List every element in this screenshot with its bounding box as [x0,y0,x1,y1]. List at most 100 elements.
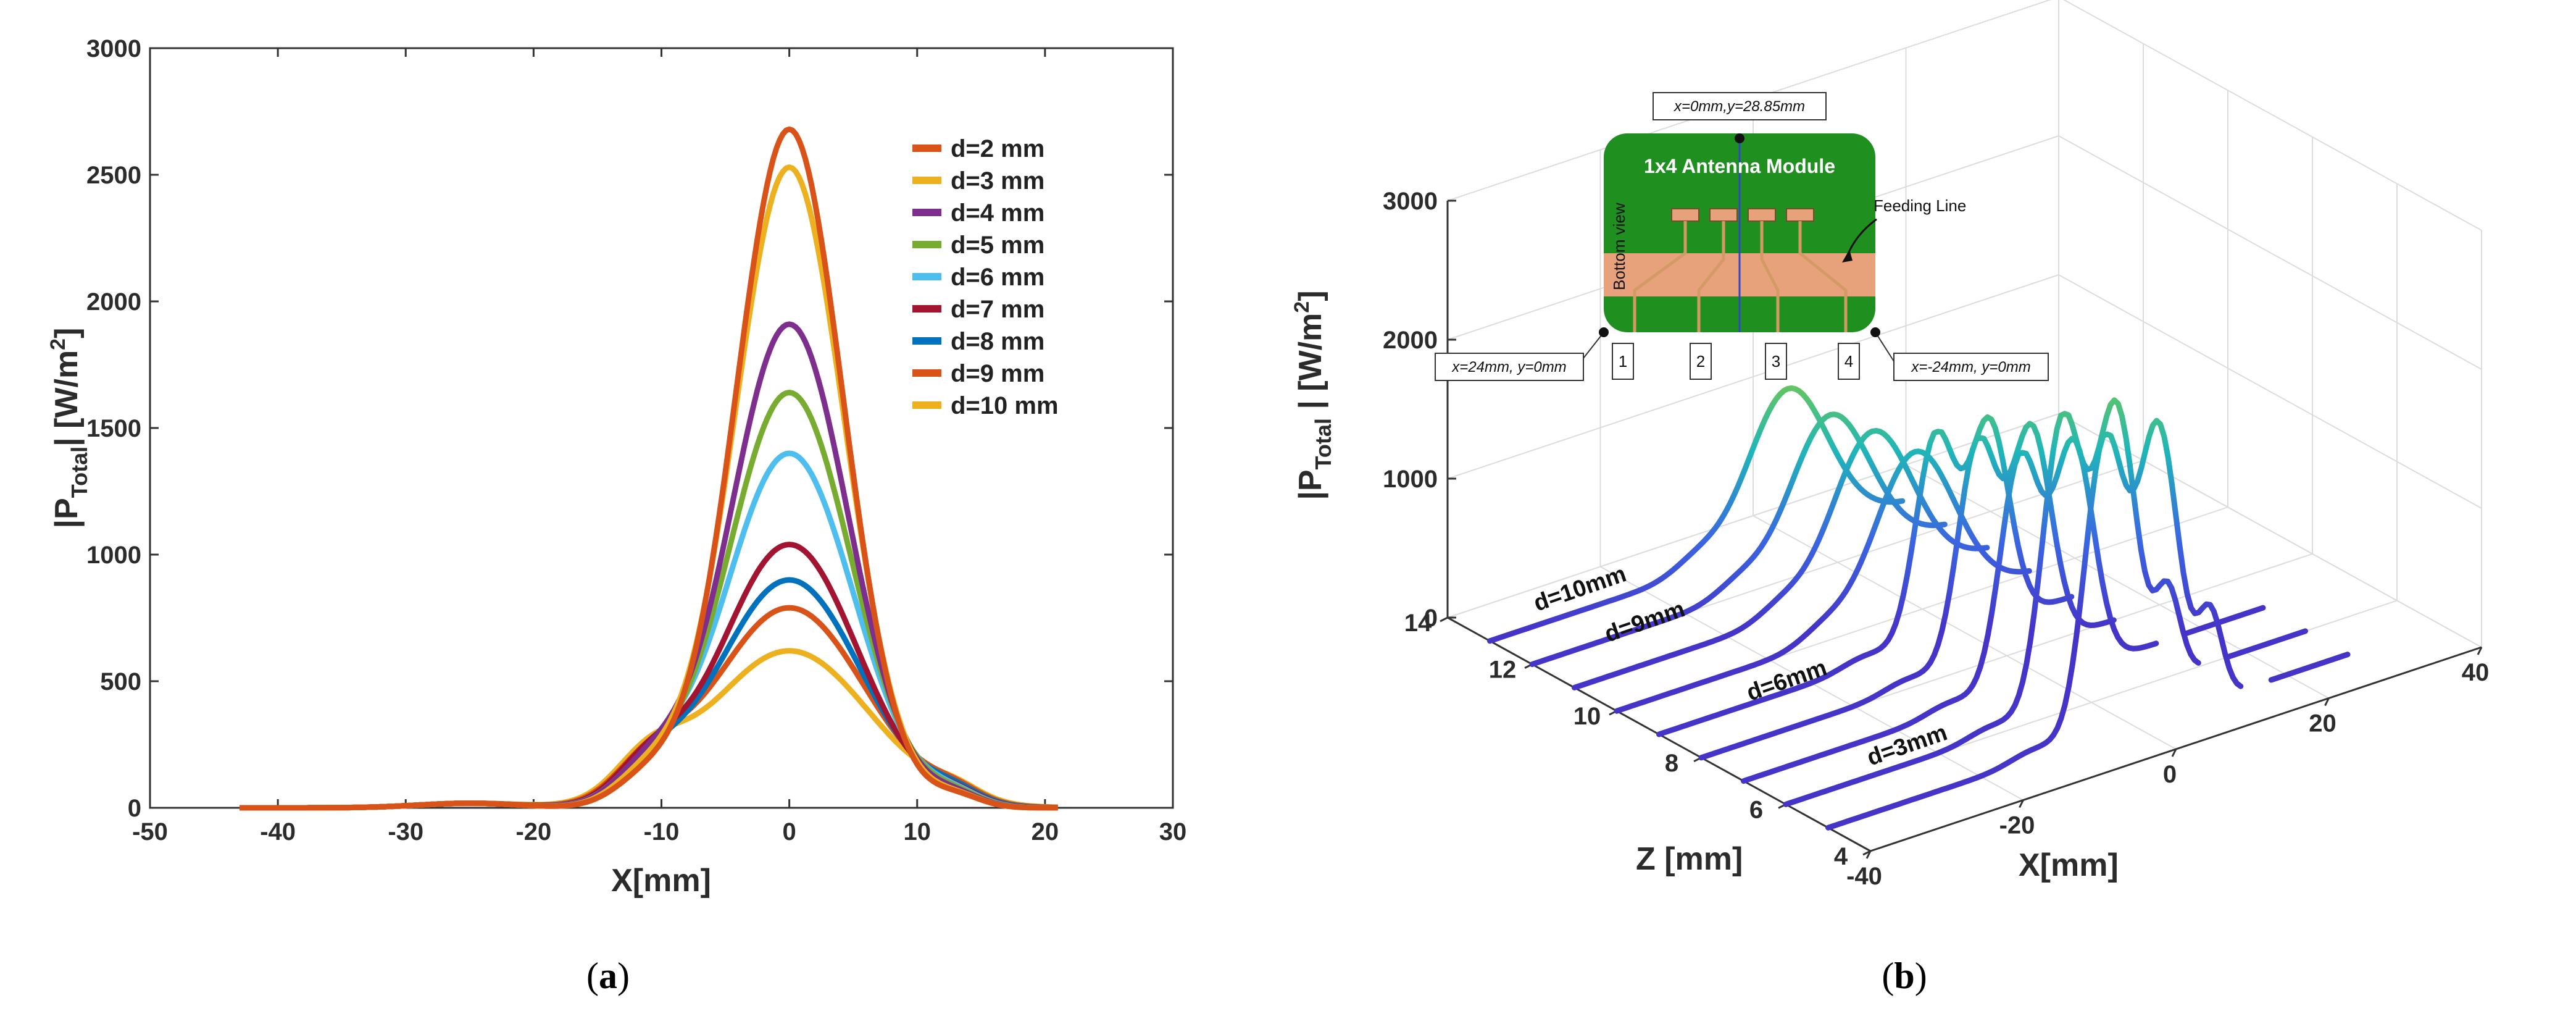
panel-b-z-tick-label: 4 [1834,843,1848,870]
panel-b-z-tick-label: 14 [1404,610,1432,637]
legend-entry: d=3 mm [951,167,1044,195]
patch-element [1671,208,1699,222]
top-point-label: x=0mm,y=28.85mm [1674,98,1805,115]
panel-b-x-tick-label: -40 [1846,863,1882,890]
panel-a-x-tick-label: -10 [644,818,680,845]
panel-b-x-tick-label: 20 [2309,710,2336,737]
legend-entry: d=4 mm [951,199,1044,227]
panel-b-y-label: |PTotal | [W/m2] [1290,290,1336,500]
feed-line [1697,221,1725,332]
panel-a-legend: d=2 mm d=3 mm d=4 mm d=5 mm d=6 mm d=7 mm d=8 … [912,135,1059,419]
panel-b-series-line [1825,417,2244,831]
panel-b-series-line [1741,435,2159,784]
panel-a: -50 -40 -30 -20 -10 0 10 20 30 0 500 1000 1500 2000 25… [46,35,1186,996]
panel-a-x-tick-label: -50 [132,818,168,845]
panel-a-x-tick-label: -30 [388,818,423,845]
panel-b-z-tick-label: 10 [1574,703,1601,730]
port-boxes: 1 2 3 4 [1612,343,1860,380]
right-point-label: x=-24mm, y=0mm [1911,359,2030,375]
wall-grid-line [2058,135,2482,370]
feeding-line-arrowhead [1842,250,1853,262]
panel-b-z-label: Z [mm] [1636,841,1743,877]
panel-b-series-line [1698,421,2117,761]
legend-entry: d=10 mm [951,392,1059,419]
left-point-leader [1583,332,1604,359]
legend-entry: d=8 mm [951,328,1044,355]
panel-a-plot-box [149,47,1174,809]
panel-a-y-tick-label: 2500 [86,162,141,189]
wall-grid-line [2058,274,2482,509]
panel-b-z-tick-label: 12 [1489,657,1517,684]
panel-b-series-line [1656,414,2075,737]
port-4-label: 4 [1844,352,1853,371]
panel-a-x-tick-label: 30 [1159,818,1187,845]
right-point-marker [1870,327,1880,337]
panel-b-x-tick [2019,799,2024,808]
panel-a-series-line [240,126,1058,811]
panel-b-series-line [1529,411,1948,668]
panel-b-z-tick [1440,616,1448,623]
panel-b-x-label: X[mm] [2019,847,2119,883]
curve-label-d9: d=9mm [1601,596,1688,647]
port-box-2 [1690,343,1712,380]
feed-line [1633,221,1687,332]
panel-b-series-line [1487,385,1906,644]
feed-lines [1633,221,1848,332]
panel-b-y-tick-label: 0 [1424,605,1438,632]
panel-a-y-tick-label: 1500 [86,415,141,442]
port-box-4 [1838,343,1860,380]
panel-b-series-tail [2268,652,2351,683]
panel-b-y-tick-label: 3000 [1383,188,1438,215]
antenna-module-inset: 1x4 Antenna Module Bottom view x=0mm,y=2… [1435,92,2049,381]
panel-a-x-tick-label: -20 [515,818,551,845]
panel-b-x-tick [2477,647,2483,655]
panel-a-y-tick-label: 2000 [86,288,141,316]
panel-a-y-label: |PTotal| [W/m2] [46,328,92,529]
panel-b-z-tick-label: 6 [1749,796,1763,823]
floor-grid-line [1753,515,2177,750]
panel-b-x-tick [2324,697,2330,707]
panel-a-x-tick-label: 0 [783,818,796,845]
module-title: 1x4 Antenna Module [1644,155,1835,177]
right-point-box [1893,353,2049,381]
panel-b-series-tail [2183,605,2266,636]
left-point-label: x=24mm, y=0mm [1451,359,1566,375]
panel-a-y-tick-label: 1000 [86,542,141,569]
feed-line [1760,221,1780,332]
port-box-3 [1765,343,1787,380]
panel-a-ticks: -50 -40 -30 -20 -10 0 10 20 30 0 500 1000 1500 2000 25… [86,35,1186,845]
panel-b-z-tick-label: 8 [1665,750,1678,777]
panel-b-series-line [1783,397,2201,807]
panel-a-y-tick-label: 500 [100,668,141,695]
port-3-label: 3 [1772,352,1780,371]
panel-b-x-tick [2171,749,2177,757]
panel-a-series [240,126,1058,811]
panel-b-y-tick-label: 1000 [1383,466,1438,493]
top-point-marker [1735,133,1744,143]
wall-grid-line [2058,413,2482,648]
port-1-label: 1 [1619,352,1627,371]
patch-elements [1671,208,1814,222]
panel-b-x-tick-label: -20 [1999,812,2035,839]
patch-element [1786,208,1814,222]
patch-element [1748,208,1776,222]
panel-a-y-tick-label: 3000 [86,35,141,62]
port-2-label: 2 [1696,352,1705,371]
legend-entry: d=9 mm [951,360,1044,387]
panel-a-x-tick-label: -40 [260,818,296,845]
panel-b-series-tail [2226,628,2308,660]
panel-b-caption: (b) [1882,955,1927,996]
panel-b-y-tick-label: 2000 [1383,327,1438,354]
legend-entry: d=5 mm [951,232,1044,259]
feeding-line-label: Feeding Line [1874,196,1966,215]
top-point-box [1653,92,1827,120]
port-box-1 [1612,343,1634,380]
wall-grid-line [2062,0,2482,231]
panel-a-x-tick-label: 10 [904,818,932,845]
bottom-view-label: Bottom view [1610,203,1628,290]
panel-a-x-tick-label: 20 [1032,818,1059,845]
panel-a-caption: (a) [586,955,630,996]
